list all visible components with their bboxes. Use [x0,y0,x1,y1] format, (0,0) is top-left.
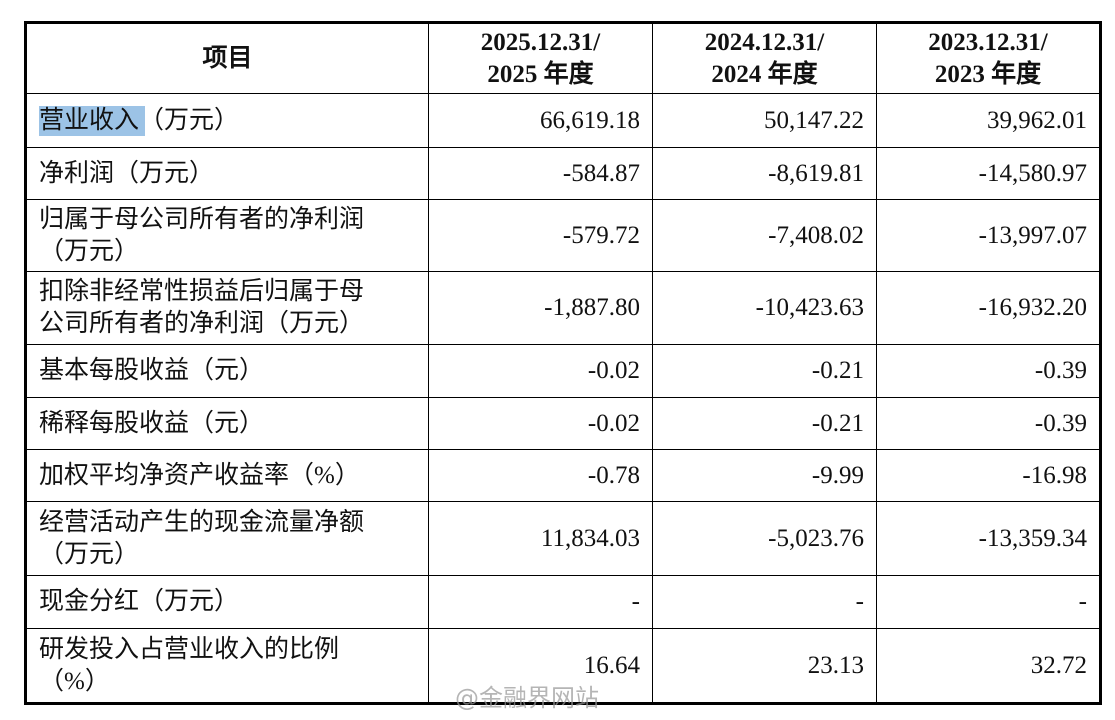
row-label: 研发投入占营业收入的比例 （%） [25,628,429,704]
label-line: （万元） [39,540,140,568]
value-cell: -9.99 [652,449,877,502]
header-line: 2023 年度 [934,60,1042,88]
value-cell: -10,423.63 [652,271,877,345]
header-cell: 项目 [25,22,429,94]
header-line: 2023.12.31/ [928,28,1048,56]
value-cell: 23.13 [652,628,877,704]
table-row: 营业收入（万元） 66,619.18 50,147.22 39,962.01 [25,93,1101,148]
row-label: 经营活动产生的现金流量净额 （万元） [25,501,429,576]
label-line: 扣除非经常性损益后归属于母 [39,278,365,305]
table-body: 营业收入（万元） 66,619.18 50,147.22 39,962.01 净利润（万… [25,93,1101,704]
watermark: @金融界网站 [455,684,599,712]
label-line: 基本每股收益（元） [39,357,265,384]
row-label: 加权平均净资产收益率（%） [25,449,429,502]
value-cell: -0.21 [652,397,877,450]
value-cell: -5,023.76 [652,501,877,576]
value-cell: -584.87 [428,147,653,200]
header-line: 2024 年度 [711,60,818,88]
value-cell: -579.72 [428,199,653,272]
label-line: 研发投入占营业收入的比例 [39,635,340,663]
row-label: 稀释每股收益（元） [25,397,429,450]
value-cell: -0.02 [428,344,653,398]
header-cell: 2025.12.31/2025 年度 [428,22,653,94]
label-line: 公司所有者的净利润（万元） [39,310,365,337]
label-line: 稀释每股收益（元） [39,409,265,437]
header-cell: 2024.12.31/2024 年度 [652,22,877,94]
value-cell: -14,580.97 [876,147,1101,200]
table-row: 稀释每股收益（元） -0.02 -0.21 -0.39 [25,397,1101,450]
value-cell: -0.39 [876,397,1101,450]
value-cell: -13,359.34 [876,501,1101,576]
header-line: 2024.12.31/ [704,28,825,56]
label-line: 营业收入（万元） [39,106,240,134]
header-line: 2025 年度 [487,60,594,88]
row-label: 扣除非经常性损益后归属于母 公司所有者的净利润（万元） [25,271,429,345]
row-label: 现金分红（万元） [25,575,429,629]
value-cell: -0.39 [876,344,1101,398]
table-row: 基本每股收益（元） -0.02 -0.21 -0.39 [25,344,1101,398]
value-cell: -7,408.02 [652,199,877,272]
value-cell: -8,619.81 [652,147,877,200]
value-cell: -0.21 [652,344,877,398]
value-cell: - [652,575,877,629]
table-row: 归属于母公司所有者的净利润 （万元） -579.72 -7,408.02 -13,997… [25,199,1101,272]
value-cell: - [876,575,1101,629]
value-cell: 11,834.03 [428,501,653,576]
value-cell: 39,962.01 [876,93,1101,148]
value-cell: -16.98 [876,449,1101,502]
header-cell: 2023.12.31/2023 年度 [876,22,1101,94]
label-line: 净利润（万元） [39,159,215,187]
label-line: 经营活动产生的现金流量净额 [39,508,365,536]
value-cell: 50,147.22 [652,93,877,148]
table-row: 扣除非经常性损益后归属于母 公司所有者的净利润（万元） -1,887.80 -10,4… [25,271,1101,345]
value-cell: -0.78 [428,449,653,502]
value-cell: -16,932.20 [876,271,1101,345]
header-line: 项目 [202,44,253,72]
table-row: 净利润（万元） -584.87 -8,619.81 -14,580.97 [25,147,1101,200]
value-cell: -13,997.07 [876,199,1101,272]
financial-table: 项目 2025.12.31/2025 年度 2024.12.31/2024 年度 20… [24,21,1102,705]
selection-highlight [39,105,145,136]
table-row: 现金分红（万元） - - - [25,575,1101,629]
value-cell: -0.02 [428,397,653,450]
row-label: 归属于母公司所有者的净利润 （万元） [25,199,429,272]
label-line: 现金分红（万元） [39,588,240,615]
row-label: 净利润（万元） [25,147,429,200]
value-cell: -1,887.80 [428,271,653,345]
value-cell: - [428,575,653,629]
header-line: 2025.12.31/ [480,28,601,56]
table-row: 经营活动产生的现金流量净额 （万元） 11,834.03 -5,023.76 -13,3… [25,501,1101,576]
label-line: 归属于母公司所有者的净利润 [39,205,365,233]
value-cell: 32.72 [876,628,1101,704]
label-line: 加权平均净资产收益率（%） [39,461,360,489]
row-label: 基本每股收益（元） [25,344,429,398]
table-row: 加权平均净资产收益率（%） -0.78 -9.99 -16.98 [25,449,1101,502]
label-line: （%） [39,667,110,695]
value-cell: 66,619.18 [428,93,653,148]
row-label: 营业收入（万元） [25,93,429,148]
label-line: （万元） [39,237,140,265]
table-row: 研发投入占营业收入的比例 （%） 16.64 23.13 32.72 [25,628,1101,704]
header-row: 项目 2025.12.31/2025 年度 2024.12.31/2024 年度 20… [25,22,1101,94]
